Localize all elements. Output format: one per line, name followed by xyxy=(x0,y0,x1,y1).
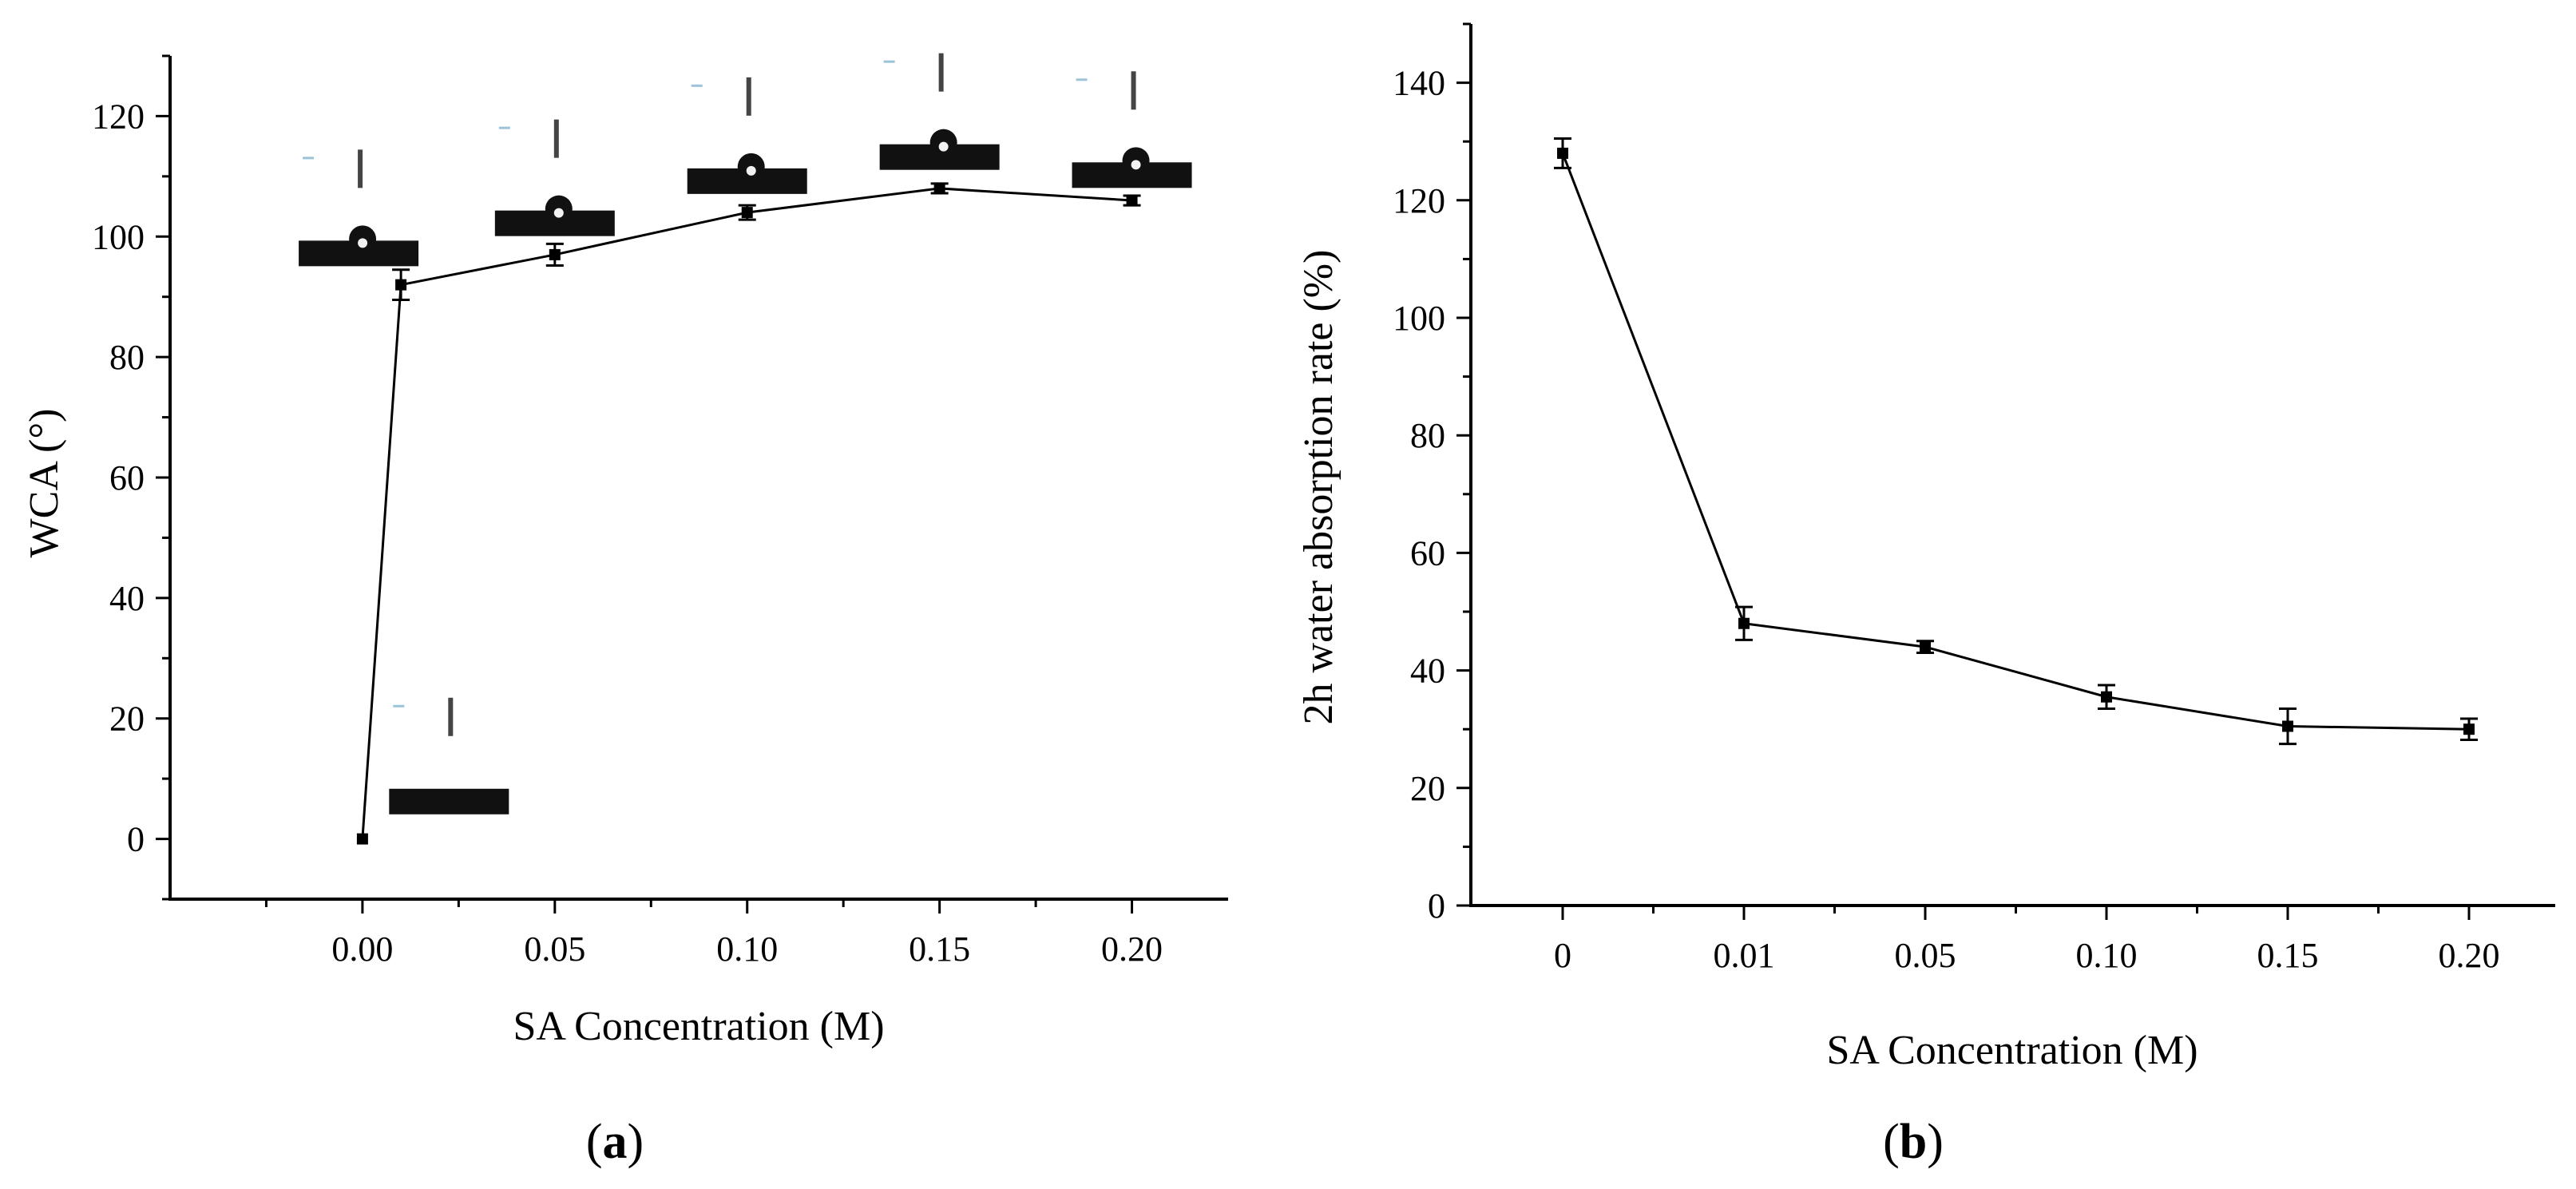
panel-b-label: b xyxy=(1900,1115,1927,1169)
panel-b-y-tick-label: 80 xyxy=(1410,416,1445,455)
panel-b-x-tick-label: 0.05 xyxy=(1895,936,1956,975)
panel-b-data-point xyxy=(2282,720,2293,732)
panel-b-ticks: 0 20 40 60 80 100 120 140 0 0.01 0.05 0.10 0.15 0.20 xyxy=(1393,22,2500,975)
panel-b-series xyxy=(1554,137,2478,746)
panel-a-data-point xyxy=(933,182,945,194)
dispensing-needle xyxy=(746,77,751,116)
panel-a-x-tick-label: 0.20 xyxy=(1101,929,1163,969)
panel-a-y-tick-label: 40 xyxy=(109,579,145,618)
droplet-highlight xyxy=(1131,160,1141,170)
panel-a-x-axis-label: SA Concentration (M) xyxy=(513,1004,884,1049)
droplet-highlight xyxy=(358,238,368,248)
panel-a-y-tick-label: 0 xyxy=(127,820,145,859)
panel-a-data-point xyxy=(356,833,368,845)
panel-a-data-point xyxy=(549,248,561,260)
panel-a-x-tick-label: 0.05 xyxy=(524,929,585,969)
panel-a-droplet-inset xyxy=(879,53,1000,170)
panel-a-droplet-inset xyxy=(494,119,615,236)
panel-b-axes xyxy=(1469,24,2555,907)
panel-b-y-tick-label: 100 xyxy=(1393,299,1445,338)
panel-b-x-axis-label: SA Concentration (M) xyxy=(1826,1028,2198,1073)
panel-b-x-tick-label: 0 xyxy=(1554,936,1571,975)
panel-b-y-tick-label: 120 xyxy=(1393,181,1445,220)
panel-a-chart: 0 20 40 60 80 100 120 0.00 0.05 0.10 0.15 0.20 SA C… xyxy=(22,53,1228,1169)
panel-b-y-axis-label: 2h water absorption rate (%) xyxy=(1296,250,1342,725)
panel-a-droplet-inset xyxy=(687,77,807,194)
panel-b-x-tick-label: 0.20 xyxy=(2439,936,2500,975)
panel-b-y-tick-label: 40 xyxy=(1410,652,1445,691)
panel-a-y-tick-label: 80 xyxy=(109,338,145,377)
dispensing-needle xyxy=(448,697,454,736)
panel-a-label: a xyxy=(603,1115,628,1169)
panel-b-data-point xyxy=(2101,691,2112,703)
dispensing-needle xyxy=(1131,71,1136,110)
panel-a-droplet-insets xyxy=(299,53,1192,814)
panel-b-data-point xyxy=(1920,641,1931,653)
panel-b-data-point xyxy=(1557,147,1568,159)
inset-marker xyxy=(393,704,405,707)
panel-a-droplet-inset xyxy=(1072,71,1192,188)
panel-a-y-tick-label: 20 xyxy=(109,700,145,739)
panel-a-data-point xyxy=(741,207,753,219)
panel-b-y-tick-label: 140 xyxy=(1393,64,1445,103)
panel-a-data-point xyxy=(1126,195,1138,207)
panel-b-data-point xyxy=(1738,617,1750,629)
panel-b-data-point xyxy=(2463,723,2475,735)
inset-marker xyxy=(883,60,895,63)
panel-b-x-tick-label: 0.01 xyxy=(1714,936,1775,975)
inset-marker xyxy=(498,126,510,129)
panel-a-droplet-inset xyxy=(389,697,509,814)
panel-a-data-point xyxy=(395,279,407,291)
panel-a-ticks: 0 20 40 60 80 100 120 0.00 0.05 0.10 0.15 0.20 xyxy=(92,54,1163,969)
panel-b-y-tick-label: 0 xyxy=(1428,886,1445,925)
panel-a-y-tick-label: 100 xyxy=(92,217,145,256)
panel-a-x-tick-label: 0.00 xyxy=(331,929,393,969)
panel-a-series-line xyxy=(361,187,1132,839)
panel-a-x-tick-label: 0.15 xyxy=(909,929,970,969)
panel-a-y-tick-label: 120 xyxy=(92,97,145,136)
inset-marker xyxy=(303,157,315,160)
dispensing-needle xyxy=(938,53,944,92)
panel-b-y-tick-label: 20 xyxy=(1410,769,1445,808)
panel-b-x-tick-label: 0.15 xyxy=(2257,936,2319,975)
droplet-highlight xyxy=(746,165,756,176)
panel-b-x-tick-label: 0.10 xyxy=(2076,936,2138,975)
panel-a-series xyxy=(356,182,1141,845)
panel-a-y-tick-label: 60 xyxy=(109,458,145,497)
panel-b-caption: (b) xyxy=(1883,1115,1944,1169)
panel-a-y-axis-label: WCA (°) xyxy=(22,409,67,558)
panel-a-droplet-inset xyxy=(299,149,419,267)
panel-b-series-line xyxy=(1561,153,2470,731)
panel-a-caption: (a) xyxy=(586,1115,644,1169)
inset-marker xyxy=(1076,78,1088,81)
panel-a-x-tick-label: 0.10 xyxy=(716,929,778,969)
inset-marker xyxy=(691,84,703,87)
droplet-substrate xyxy=(389,788,509,814)
droplet-highlight xyxy=(938,141,949,152)
panel-b-y-tick-label: 60 xyxy=(1410,533,1445,573)
dispensing-needle xyxy=(358,149,363,188)
dispensing-needle xyxy=(553,119,559,158)
droplet-highlight xyxy=(553,208,564,218)
